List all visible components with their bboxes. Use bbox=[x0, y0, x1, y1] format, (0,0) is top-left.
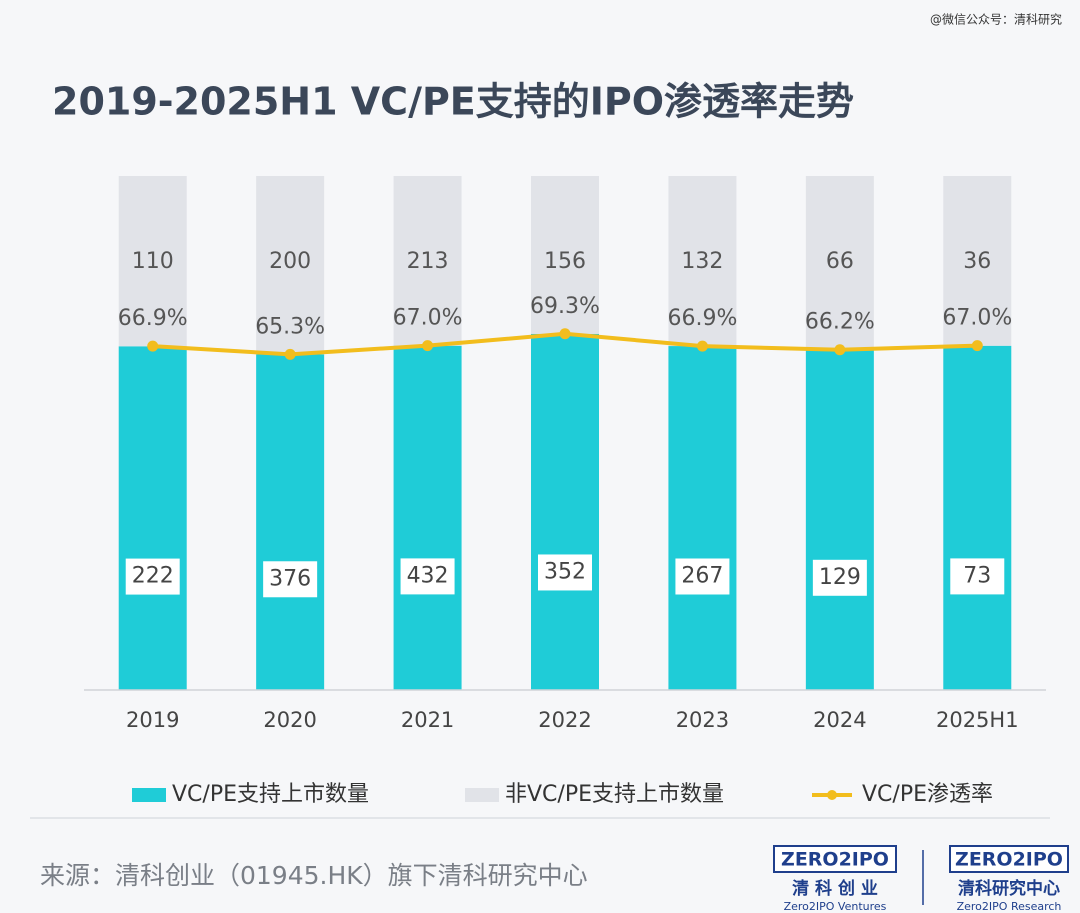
value-label: 200 bbox=[269, 249, 311, 274]
value-label: 222 bbox=[132, 564, 174, 589]
value-label: 66 bbox=[826, 249, 854, 274]
line-point bbox=[559, 328, 571, 340]
logo-box bbox=[949, 845, 1069, 873]
value-label: 213 bbox=[407, 249, 449, 274]
value-label: 67.0% bbox=[393, 306, 463, 331]
line-point bbox=[284, 348, 296, 360]
bar bbox=[943, 176, 1012, 346]
value-label: 132 bbox=[681, 249, 723, 274]
logo-sub: Zero2IPO Research bbox=[957, 900, 1062, 913]
bar bbox=[668, 346, 737, 690]
value-label: 376 bbox=[269, 566, 311, 591]
value-label-box bbox=[538, 554, 592, 591]
logo-mark: ZERO2IPO bbox=[955, 849, 1063, 871]
bar bbox=[805, 176, 874, 350]
value-label: 352 bbox=[544, 559, 586, 584]
legend-swatch bbox=[132, 788, 166, 802]
x-tick-label: 2024 bbox=[813, 708, 866, 732]
bar bbox=[118, 176, 187, 347]
value-label: 67.0% bbox=[942, 306, 1012, 331]
line-point bbox=[834, 344, 846, 356]
value-label: 156 bbox=[544, 249, 586, 274]
value-label-box bbox=[675, 558, 730, 595]
logo-name: 清 科 创 业 bbox=[792, 878, 878, 899]
x-tick-label: 2021 bbox=[401, 708, 454, 732]
bar bbox=[531, 333, 599, 690]
bar bbox=[256, 354, 325, 690]
bar bbox=[393, 176, 462, 346]
value-label: 432 bbox=[407, 563, 449, 588]
value-label: 66.9% bbox=[667, 306, 737, 331]
source: 来源：清科创业（01945.HK）旗下清科研究中心 bbox=[40, 861, 588, 890]
value-label-box bbox=[263, 561, 318, 598]
value-label: 66.2% bbox=[805, 310, 875, 335]
legend-label: 非VC/PE支持上市数量 bbox=[505, 782, 724, 807]
value-label: 65.3% bbox=[255, 314, 325, 339]
line-point bbox=[147, 340, 159, 352]
value-label-box bbox=[950, 558, 1005, 595]
x-tick-label: 2022 bbox=[538, 708, 591, 732]
bar bbox=[256, 176, 325, 355]
value-label-box bbox=[400, 558, 455, 595]
chart-title: 2019-2025H1 VC/PE支持的IPO渗透率走势 bbox=[52, 80, 854, 124]
value-label-box bbox=[125, 558, 180, 595]
legend-label: VC/PE渗透率 bbox=[862, 782, 993, 807]
x-tick-label: 2023 bbox=[676, 708, 729, 732]
bar bbox=[393, 345, 462, 690]
bar bbox=[668, 176, 737, 347]
value-label: 73 bbox=[963, 563, 991, 588]
logo-name: 清科研究中心 bbox=[958, 878, 1060, 899]
bar bbox=[805, 349, 874, 690]
line-point bbox=[422, 340, 434, 352]
line-point bbox=[696, 340, 708, 352]
value-label: 69.3% bbox=[530, 294, 600, 319]
x-tick-label: 2025H1 bbox=[936, 708, 1019, 732]
legend-swatch bbox=[827, 790, 837, 800]
logo: ZERO2IPO 清 科 创 业 Zero2IPO Ventures bbox=[773, 845, 897, 913]
logo-mark: ZERO2IPO bbox=[781, 849, 889, 871]
logo-box bbox=[773, 845, 897, 873]
value-label: 110 bbox=[132, 249, 174, 274]
bar bbox=[118, 346, 187, 690]
legend-swatch bbox=[465, 788, 499, 802]
value-label: 267 bbox=[681, 563, 723, 588]
x-tick-label: 2020 bbox=[263, 708, 316, 732]
value-label: 36 bbox=[963, 249, 991, 274]
value-label: 129 bbox=[819, 565, 861, 590]
bar bbox=[943, 345, 1012, 690]
value-label: 66.9% bbox=[118, 306, 188, 331]
line-point bbox=[971, 340, 983, 352]
x-tick-label: 2019 bbox=[126, 708, 179, 732]
bar bbox=[531, 176, 599, 334]
watermark: @微信公众号：清科研究 bbox=[930, 12, 1062, 27]
legend-label: VC/PE支持上市数量 bbox=[172, 782, 369, 807]
value-label-box bbox=[812, 559, 867, 596]
logo-sub: Zero2IPO Ventures bbox=[784, 900, 887, 913]
logo: ZERO2IPO 清科研究中心 Zero2IPO Research bbox=[949, 845, 1069, 913]
